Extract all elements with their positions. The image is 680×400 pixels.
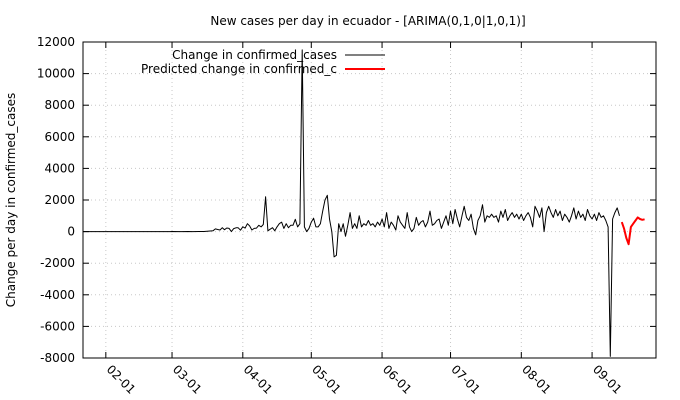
y-tick-label: 6000 xyxy=(44,130,75,144)
y-tick-label: 10000 xyxy=(37,67,75,81)
y-axis-label: Change per day in confirmed_cases xyxy=(4,93,18,308)
y-tick-label: 2000 xyxy=(44,193,75,207)
x-tick-label: 04-01 xyxy=(241,362,276,397)
y-tick-label: 12000 xyxy=(37,35,75,49)
axes: 12000 10000 8000 6000 4000 2000 0 -2000 -4000 -60… xyxy=(37,35,656,397)
x-tick-label: 03-01 xyxy=(170,362,205,397)
x-tick-label: 09-01 xyxy=(590,362,625,397)
x-tick-label: 06-01 xyxy=(380,362,415,397)
series-line-1 xyxy=(83,49,620,357)
y-tick-label: -4000 xyxy=(40,288,75,302)
plot-frame xyxy=(82,41,657,359)
legend-label: Change in confirmed_cases xyxy=(172,48,337,62)
y-tick-label: 8000 xyxy=(44,98,75,112)
y-tick-label: -6000 xyxy=(40,319,75,333)
y-tick-label: -8000 xyxy=(40,351,75,365)
y-tick-label: -2000 xyxy=(40,256,75,270)
x-tick-label: 07-01 xyxy=(448,362,483,397)
x-tick-label: 08-01 xyxy=(519,362,554,397)
chart-title: New cases per day in ecuador - [ARIMA(0,… xyxy=(210,14,525,28)
y-tick-label: 0 xyxy=(67,225,75,239)
x-tick-label: 02-01 xyxy=(104,362,139,397)
series-lines xyxy=(83,49,645,357)
legend-label: Predicted change in confirmed_c xyxy=(141,62,337,76)
series-line-2 xyxy=(620,216,645,246)
grid-lines xyxy=(83,41,656,359)
y-tick-label: 4000 xyxy=(44,161,75,175)
x-tick-label: 05-01 xyxy=(309,362,344,397)
